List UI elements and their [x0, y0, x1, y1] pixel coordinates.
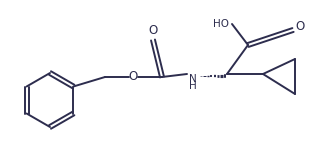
Text: N: N: [189, 74, 197, 84]
Text: O: O: [128, 71, 138, 83]
Text: O: O: [295, 19, 305, 33]
Text: O: O: [148, 24, 157, 38]
Text: HO: HO: [213, 19, 229, 29]
Text: H: H: [189, 81, 197, 91]
